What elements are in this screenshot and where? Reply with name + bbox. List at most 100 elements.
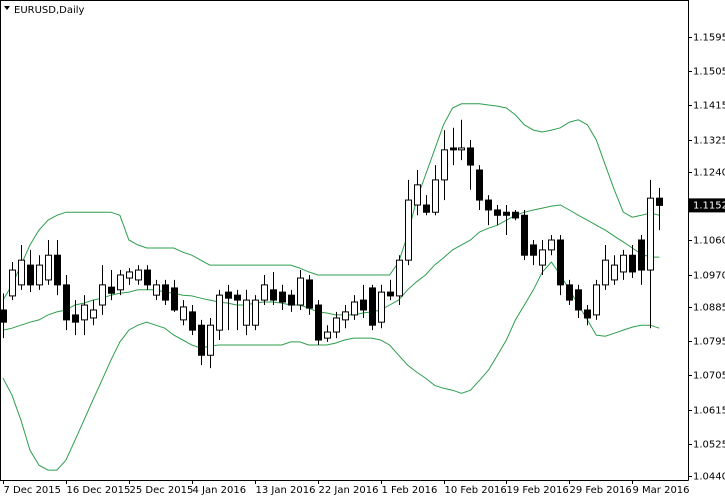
candle-body: [557, 239, 564, 286]
y-tick-label: 1.0795: [693, 337, 725, 348]
candle-body: [342, 311, 349, 321]
y-tick-label: 1.1595: [693, 33, 725, 44]
y-tick-label: 1.1415: [693, 101, 725, 112]
chart-title: EURUSD,Daily: [14, 5, 85, 16]
x-tick-label: 13 Jan 2016: [256, 485, 316, 496]
candle-body: [566, 284, 573, 301]
candle-body: [458, 147, 465, 151]
x-tick-label: 25 Dec 2015: [130, 485, 194, 496]
candle-body: [378, 291, 385, 323]
candle-body: [54, 254, 61, 286]
candle-body: [198, 324, 205, 356]
candle-body: [162, 284, 169, 301]
candle-body: [405, 199, 412, 261]
candle-body: [108, 286, 115, 294]
candle-body: [171, 287, 178, 311]
x-tick-label: 4 Jan 2016: [193, 485, 247, 496]
candle-body: [575, 289, 582, 311]
x-tick-label: 22 Jan 2016: [319, 485, 379, 496]
candle-body: [243, 299, 250, 326]
x-tick-label: 7 Dec 2015: [4, 485, 62, 496]
x-tick-label: 9 Mar 2016: [633, 485, 690, 496]
plot: [0, 103, 663, 471]
candle-body: [423, 204, 430, 213]
symbol-menu-icon[interactable]: [4, 6, 10, 10]
y-tick-label: 1.1060: [693, 236, 725, 247]
candle-body: [629, 254, 636, 273]
x-tick-label: 29 Feb 2016: [570, 485, 632, 496]
y-tick-label: 1.0885: [693, 303, 725, 314]
x-tick-label: 19 Feb 2016: [507, 485, 569, 496]
candle-body: [512, 211, 519, 219]
candle-body: [441, 149, 448, 181]
candle-body: [270, 289, 277, 301]
candle-body: [584, 309, 591, 319]
candle-body: [387, 291, 394, 297]
candle-body: [144, 269, 151, 286]
candle-body: [297, 277, 304, 306]
candle-body: [189, 311, 196, 331]
candle-body: [450, 147, 457, 151]
candle-body: [369, 287, 376, 326]
candle-body: [414, 184, 421, 206]
candle-body: [315, 304, 322, 341]
candle-body: [620, 254, 627, 273]
candle-body: [180, 306, 187, 321]
candle-body: [279, 291, 286, 303]
candle-body: [126, 271, 133, 279]
candle-body: [207, 324, 214, 356]
y-tick-label: 1.0440: [693, 472, 725, 483]
candle-body: [27, 264, 34, 286]
candle-body: [494, 209, 501, 216]
candle-body: [117, 274, 124, 291]
candle-body: [539, 249, 546, 266]
y-tick-label: 1.0525: [693, 440, 725, 451]
candle-body: [548, 239, 555, 251]
last-price-box: [689, 198, 725, 213]
candle-body: [324, 331, 331, 339]
candle-body: [72, 314, 79, 323]
candle-body: [45, 254, 52, 281]
candle-body: [503, 211, 510, 216]
candle-body: [485, 199, 492, 211]
candle-body: [333, 317, 340, 333]
bollinger-band: [2, 103, 660, 301]
x-tick-label: 1 Feb 2016: [382, 485, 438, 496]
candle-body: [656, 197, 663, 206]
y-tick-label: 1.0615: [693, 406, 725, 417]
candle-body: [18, 259, 25, 286]
candle-body: [90, 309, 97, 319]
candle-body: [225, 291, 232, 299]
candle-body: [602, 259, 609, 286]
candle-body: [306, 279, 313, 309]
candle-body: [467, 147, 474, 166]
candle-body: [611, 264, 618, 281]
candle-body: [593, 284, 600, 316]
last-price-label: 1.1152: [693, 200, 725, 211]
candle-body: [234, 294, 241, 301]
candle-body: [476, 169, 483, 201]
y-tick-label: 1.1505: [693, 67, 725, 78]
candle-body: [216, 294, 223, 331]
candle-body: [252, 299, 259, 326]
candle-body: [36, 264, 43, 286]
x-tick-label: 10 Feb 2016: [445, 485, 507, 496]
candle-body: [135, 269, 142, 281]
candle-body: [351, 301, 358, 316]
x-tick-label: 16 Dec 2015: [67, 485, 131, 496]
candle-body: [81, 304, 88, 321]
candle-body: [647, 197, 654, 271]
bollinger-band: [2, 204, 660, 331]
bollinger-band: [2, 261, 660, 471]
candle-body: [9, 269, 16, 297]
y-tick-label: 1.1240: [693, 168, 725, 179]
candle-body: [261, 284, 268, 301]
candle-body: [288, 294, 295, 306]
candle-body: [360, 299, 367, 311]
candle-body: [396, 259, 403, 297]
y-tick-label: 1.1325: [693, 136, 725, 147]
candle-body: [432, 179, 439, 213]
candle-body: [63, 284, 70, 321]
